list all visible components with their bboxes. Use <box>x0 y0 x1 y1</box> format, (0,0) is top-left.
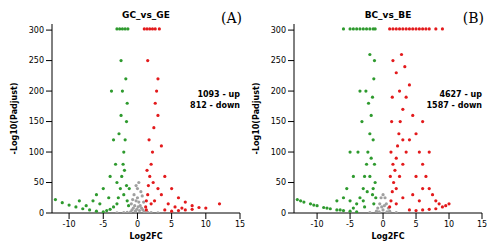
svg-text:100: 100 <box>29 148 44 157</box>
svg-text:-5: -5 <box>346 220 354 229</box>
svg-text:0: 0 <box>381 220 386 229</box>
svg-text:Log2FC: Log2FC <box>129 232 162 241</box>
html-text:BC_vs_BE: BC_vs_BE <box>364 10 412 20</box>
svg-text:-5: -5 <box>99 220 107 229</box>
svg-text:-10: -10 <box>311 220 324 229</box>
svg-text:15: 15 <box>235 220 245 229</box>
svg-text:0: 0 <box>281 209 286 218</box>
svg-text:150: 150 <box>29 117 44 126</box>
svg-text:5: 5 <box>413 220 418 229</box>
html-text:1587 - down: 1587 - down <box>426 101 482 110</box>
html-text:1093 - up: 1093 - up <box>197 90 240 99</box>
svg-text:50: 50 <box>276 178 286 187</box>
svg-text:10: 10 <box>444 220 454 229</box>
svg-text:150: 150 <box>271 117 286 126</box>
svg-text:300: 300 <box>271 26 286 35</box>
html-text:(A): (A) <box>221 10 242 26</box>
svg-text:250: 250 <box>271 56 286 65</box>
svg-text:-10: -10 <box>63 220 76 229</box>
svg-text:5: 5 <box>169 220 174 229</box>
svg-text:Log2FC: Log2FC <box>371 232 404 241</box>
svg-text:10: 10 <box>201 220 211 229</box>
html-text:GC_vs_GE: GC_vs_GE <box>122 10 170 20</box>
svg-text:-Log10(Padjust): -Log10(Padjust) <box>252 83 261 155</box>
svg-text:0: 0 <box>39 209 44 218</box>
html-text:4627 - up: 4627 - up <box>439 90 482 99</box>
svg-text:200: 200 <box>29 87 44 96</box>
svg-text:50: 50 <box>34 178 44 187</box>
svg-text:-Log10(Padjust): -Log10(Padjust) <box>10 83 19 155</box>
svg-text:250: 250 <box>29 56 44 65</box>
svg-text:200: 200 <box>271 87 286 96</box>
svg-text:300: 300 <box>29 26 44 35</box>
svg-text:15: 15 <box>477 220 487 229</box>
html-text:(B): (B) <box>462 10 484 26</box>
svg-text:100: 100 <box>271 148 286 157</box>
svg-text:0: 0 <box>135 220 140 229</box>
html-text:812 - down: 812 - down <box>190 101 240 110</box>
